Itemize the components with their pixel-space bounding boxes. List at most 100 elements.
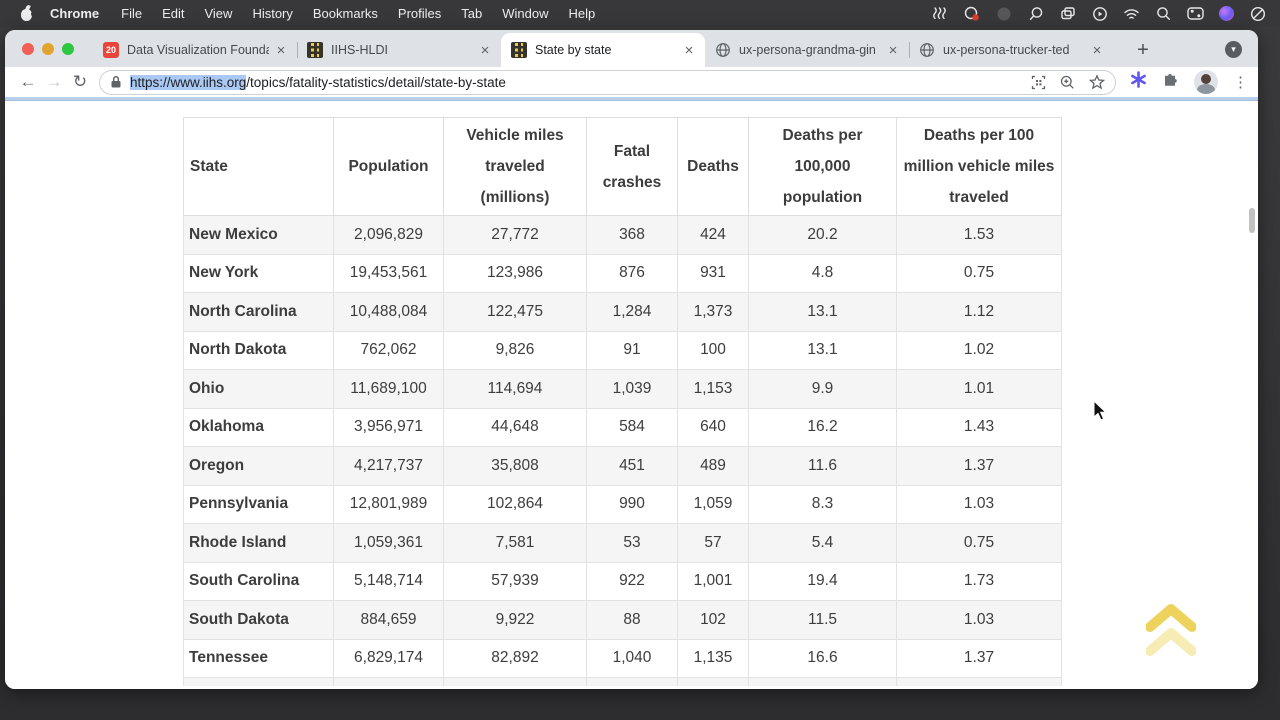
cell-deaths_per_100m_vmt: 1.12 bbox=[896, 292, 1062, 332]
cell-state: Oklahoma bbox=[183, 407, 334, 447]
page-top-divider bbox=[5, 97, 1258, 101]
close-tab-icon[interactable]: × bbox=[1092, 41, 1102, 59]
extensions-area: ⋮ bbox=[1130, 70, 1248, 94]
url-text[interactable]: https://www.iihs.org/topics/fatality-sta… bbox=[130, 74, 1017, 90]
cell-deaths_per_100k: 11.6 bbox=[748, 446, 897, 486]
tab-search-button[interactable]: ▾ bbox=[1225, 41, 1242, 58]
cell-deaths_per_100k: 16.2 bbox=[748, 407, 897, 447]
header-vmt: Vehicle miles traveled (millions) bbox=[443, 117, 587, 216]
menu-help[interactable]: Help bbox=[568, 6, 596, 21]
cell-state: Ohio bbox=[183, 369, 334, 409]
colorful-app-icon[interactable] bbox=[1219, 6, 1234, 21]
cell-deaths: 57 bbox=[677, 523, 749, 563]
menu-chrome[interactable]: Chrome bbox=[50, 6, 100, 21]
cell-deaths: 424 bbox=[677, 215, 749, 255]
menu-bookmarks[interactable]: Bookmarks bbox=[312, 6, 378, 21]
zoom-window-button[interactable] bbox=[62, 43, 74, 55]
table-row: Tennessee 6,829,174 82,892 1,040 1,135 16.6 1.… bbox=[183, 638, 1062, 678]
cell-vmt: 114,694 bbox=[443, 369, 587, 409]
menu-tab[interactable]: Tab bbox=[461, 6, 483, 21]
squiggle-icon[interactable] bbox=[931, 5, 948, 22]
cell-fatal_crashes: 1,284 bbox=[586, 292, 678, 332]
cell-population: 3,956,971 bbox=[333, 407, 444, 447]
menu-edit[interactable]: Edit bbox=[162, 6, 185, 21]
cell-population: 6,829,174 bbox=[333, 638, 444, 678]
iihs-road-favicon bbox=[307, 42, 323, 58]
tab-iihs-hldi[interactable]: IIHS-HLDI × bbox=[297, 33, 501, 67]
do-not-disturb-icon[interactable] bbox=[1249, 5, 1266, 22]
red-badge-favicon: 20 bbox=[103, 42, 119, 58]
cell-deaths_per_100m_vmt: 1.43 bbox=[896, 407, 1062, 447]
address-bar[interactable]: https://www.iihs.org/topics/fatality-sta… bbox=[99, 69, 1116, 95]
cell-vmt: 7,581 bbox=[443, 523, 587, 563]
cell-vmt: 44,648 bbox=[443, 407, 587, 447]
close-tab-icon[interactable]: × bbox=[480, 41, 490, 59]
tab-ux-persona-grandma[interactable]: ux-persona-grandma-gin × bbox=[705, 33, 909, 67]
copy-windows-icon[interactable] bbox=[1059, 5, 1076, 22]
cell-deaths_per_100k: 13.1 bbox=[748, 292, 897, 332]
table-row: Oklahoma 3,956,971 44,648 584 640 16.2 1.43 bbox=[183, 407, 1062, 447]
header-population: Population bbox=[333, 117, 444, 216]
cell-population: 5,148,714 bbox=[333, 561, 444, 601]
cell-deaths_per_100m_vmt: 1.37 bbox=[896, 638, 1062, 678]
spotlight-search-icon[interactable] bbox=[1155, 5, 1172, 22]
mouse-cursor bbox=[1093, 400, 1107, 421]
page-scrollbar-thumb[interactable] bbox=[1249, 208, 1255, 233]
cell-deaths: 489 bbox=[677, 446, 749, 486]
cell-population: 19,453,561 bbox=[333, 253, 444, 293]
wifi-icon[interactable] bbox=[1123, 5, 1140, 22]
cell-population: 4,217,737 bbox=[333, 446, 444, 486]
menu-window[interactable]: Window bbox=[502, 6, 549, 21]
back-button[interactable]: ← bbox=[19, 72, 37, 91]
close-tab-icon[interactable]: × bbox=[684, 41, 694, 59]
chrome-menu-icon[interactable]: ⋮ bbox=[1233, 74, 1248, 91]
tab-state-by-state[interactable]: State by state × bbox=[501, 33, 705, 67]
capture-frame-icon[interactable] bbox=[1031, 75, 1046, 90]
cell-vmt: 82,892 bbox=[443, 638, 587, 678]
reload-button[interactable]: ↻ bbox=[72, 72, 88, 91]
cell-deaths: 1,001 bbox=[677, 561, 749, 601]
close-window-button[interactable] bbox=[22, 43, 34, 55]
lock-icon[interactable] bbox=[110, 75, 122, 89]
profile-avatar[interactable] bbox=[1194, 70, 1218, 94]
cell-state: South Dakota bbox=[183, 600, 334, 640]
cell-fatal_crashes: 368 bbox=[586, 215, 678, 255]
table-row: Oregon 4,217,737 35,808 451 489 11.6 1.37 bbox=[183, 446, 1062, 486]
menu-file[interactable]: File bbox=[121, 6, 143, 21]
forward-button[interactable]: → bbox=[45, 72, 63, 91]
creative-cloud-icon[interactable] bbox=[963, 5, 980, 22]
close-tab-icon[interactable]: × bbox=[276, 41, 286, 59]
menu-view[interactable]: View bbox=[204, 6, 233, 21]
cell-deaths_per_100m_vmt: 1.37 bbox=[896, 446, 1062, 486]
menu-profiles[interactable]: Profiles bbox=[397, 6, 442, 21]
extensions-puzzle-icon[interactable] bbox=[1162, 71, 1179, 93]
cell-deaths_per_100m_vmt: 1.53 bbox=[896, 215, 1062, 255]
table-row: Ohio 11,689,100 114,694 1,039 1,153 9.9 1.01 bbox=[183, 369, 1062, 409]
back-to-top-button[interactable] bbox=[1146, 603, 1196, 661]
cell-deaths: 1,153 bbox=[677, 369, 749, 409]
table-row: New York 19,453,561 123,986 876 931 4.8 0.75 bbox=[183, 253, 1062, 293]
tab-ux-persona-trucker[interactable]: ux-persona-trucker-ted × bbox=[909, 33, 1113, 67]
play-circle-icon[interactable] bbox=[1091, 5, 1108, 22]
tab-title: ux-persona-grandma-gin bbox=[739, 43, 876, 57]
zoom-in-icon[interactable] bbox=[1060, 75, 1075, 90]
dim-circle-icon[interactable] bbox=[995, 5, 1012, 22]
control-center-icon[interactable] bbox=[1187, 5, 1204, 22]
magnifier-icon[interactable] bbox=[1027, 5, 1044, 22]
cell-deaths: 102 bbox=[677, 600, 749, 640]
bookmark-star-icon[interactable] bbox=[1089, 74, 1105, 90]
header-fatal_crashes: Fatal crashes bbox=[586, 117, 678, 216]
asterisk-extension-icon[interactable] bbox=[1130, 71, 1147, 93]
close-tab-icon[interactable]: × bbox=[888, 41, 898, 59]
minimize-window-button[interactable] bbox=[42, 43, 54, 55]
cell-fatal_crashes: 1,039 bbox=[586, 369, 678, 409]
tab-data-visualization[interactable]: 20 Data Visualization Founda × bbox=[93, 33, 297, 67]
menu-history[interactable]: History bbox=[252, 6, 293, 21]
cell-population: 762,062 bbox=[333, 330, 444, 370]
cell-deaths_per_100k: 8.3 bbox=[748, 484, 897, 524]
cell-state: North Dakota bbox=[183, 330, 334, 370]
cell-deaths: 931 bbox=[677, 253, 749, 293]
new-tab-button[interactable]: + bbox=[1137, 39, 1149, 61]
chevron-up-icon bbox=[1146, 628, 1196, 656]
apple-menu-icon[interactable] bbox=[20, 4, 37, 21]
